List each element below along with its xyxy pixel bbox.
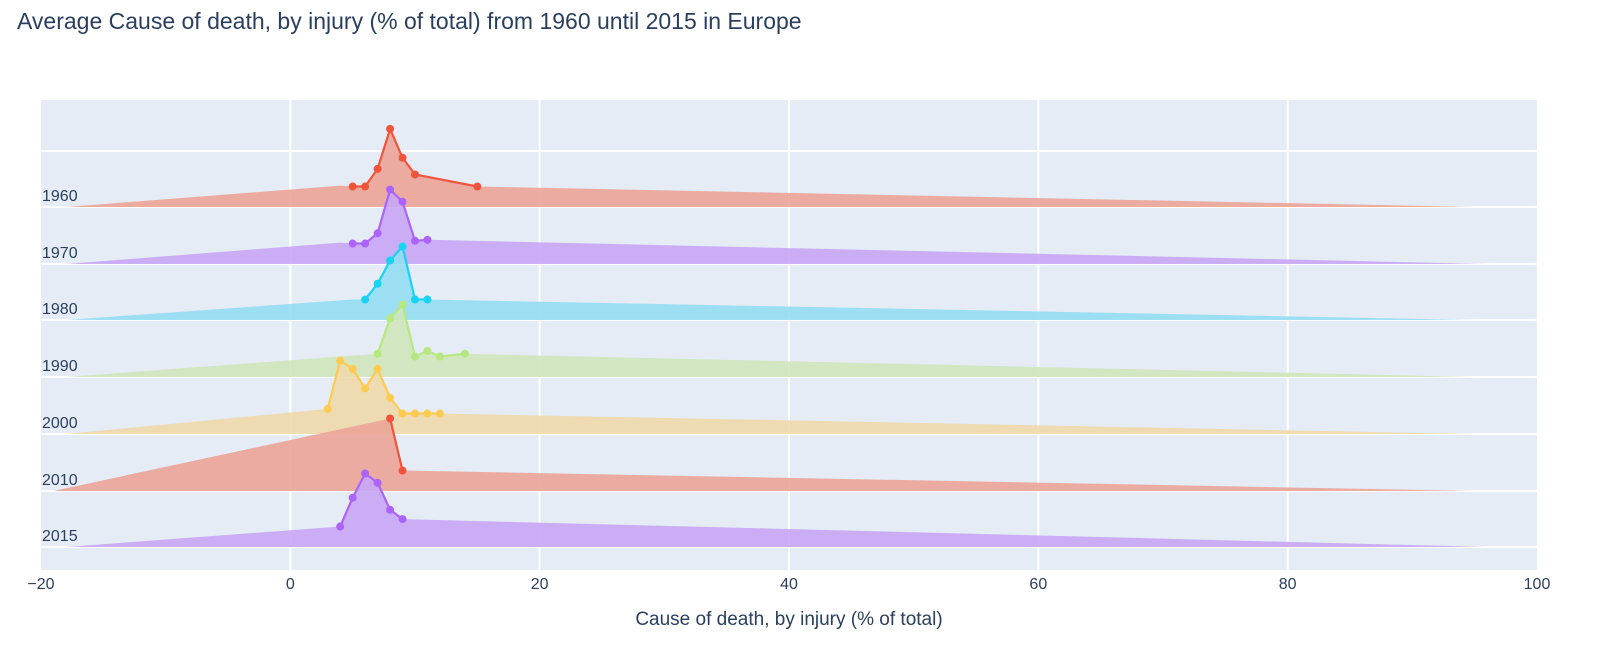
marker-1960 xyxy=(411,170,419,179)
marker-2015 xyxy=(348,493,357,502)
line-2000 xyxy=(326,359,440,415)
marker-1960 xyxy=(361,182,370,191)
area-1960 xyxy=(65,128,1475,207)
marker-2010 xyxy=(398,466,407,475)
year-label-1970: 1970 xyxy=(42,245,78,262)
marker-1980 xyxy=(398,242,407,251)
marker-2000 xyxy=(435,409,444,418)
marker-1970 xyxy=(386,185,395,194)
year-label-2010: 2010 xyxy=(42,472,78,489)
marker-1990 xyxy=(373,349,382,358)
marker-1980 xyxy=(386,256,395,265)
marker-2000 xyxy=(423,409,432,418)
year-labels: 1960 1970 1980 1990 2000 2010 2015 xyxy=(42,188,78,545)
marker-1970 xyxy=(361,239,370,248)
marker-1990 xyxy=(411,352,419,361)
year-label-1990: 1990 xyxy=(42,358,78,375)
marker-1990 xyxy=(386,314,395,323)
marker-2015 xyxy=(373,478,382,487)
marker-2000 xyxy=(373,364,382,373)
year-label-2015: 2015 xyxy=(42,528,78,545)
year-label-1960: 1960 xyxy=(42,188,78,205)
marker-1970 xyxy=(348,239,357,248)
marker-2015 xyxy=(336,522,345,531)
x-axis-title: Cause of death, by injury (% of total) xyxy=(635,609,942,630)
marker-1990 xyxy=(423,346,432,355)
marker-1980 xyxy=(411,295,419,304)
marker-1970 xyxy=(398,197,407,206)
x-tick-label: 20 xyxy=(531,576,549,593)
x-tick-label: 0 xyxy=(286,576,295,593)
marker-2015 xyxy=(386,505,395,514)
marker-1960 xyxy=(348,182,357,191)
marker-1980 xyxy=(423,295,432,304)
marker-1990 xyxy=(435,352,444,361)
marker-1990 xyxy=(398,300,407,309)
marker-2000 xyxy=(411,409,419,418)
marker-2000 xyxy=(323,404,332,413)
marker-2010 xyxy=(386,414,395,423)
marker-1990 xyxy=(460,349,469,358)
marker-2015 xyxy=(398,515,407,524)
marker-2000 xyxy=(336,356,345,365)
marker-2015 xyxy=(361,469,370,478)
marker-1960 xyxy=(373,164,382,173)
year-label-1980: 1980 xyxy=(42,301,78,318)
x-tick-label: 40 xyxy=(780,576,798,593)
marker-1970 xyxy=(373,229,382,238)
marker-1970 xyxy=(411,236,419,245)
x-tick-label: 80 xyxy=(1279,576,1297,593)
marker-2000 xyxy=(398,409,407,418)
marker-1980 xyxy=(361,295,370,304)
x-axis-ticks: −20 0 20 40 60 80 100 xyxy=(27,576,1550,593)
marker-2000 xyxy=(348,364,357,373)
x-tick-label: −20 xyxy=(27,576,54,593)
marker-1960 xyxy=(398,153,407,162)
marker-2000 xyxy=(386,393,395,402)
marker-1960 xyxy=(386,124,395,133)
marker-1960 xyxy=(473,182,482,191)
marker-1980 xyxy=(373,279,382,288)
marker-1970 xyxy=(423,235,432,244)
marker-2000 xyxy=(361,384,370,393)
x-tick-label: 100 xyxy=(1524,576,1551,593)
series-layer xyxy=(53,124,1488,547)
area-2015 xyxy=(65,473,1488,547)
line-2010 xyxy=(389,418,404,471)
area-2010 xyxy=(53,418,1475,491)
area-1970 xyxy=(65,189,1488,264)
x-tick-label: 60 xyxy=(1029,576,1047,593)
chart-title: Average Cause of death, by injury (% of … xyxy=(17,8,802,34)
year-label-2000: 2000 xyxy=(42,415,78,432)
